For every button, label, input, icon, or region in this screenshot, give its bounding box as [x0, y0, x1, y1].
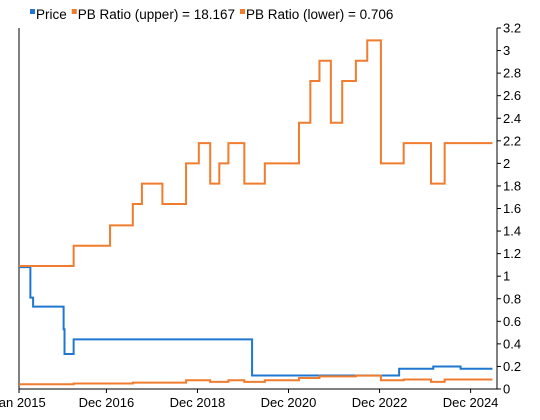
- x-tick-label: Dec 2016: [79, 395, 135, 410]
- legend-label: PB Ratio (lower) = 0.706: [246, 7, 393, 22]
- legend-marker: [240, 9, 245, 14]
- series-line-pb-ratio-lower: [19, 374, 493, 386]
- legend-label: Price: [36, 7, 67, 22]
- x-tick-label: Dec 2020: [261, 395, 317, 410]
- y-tick-label: 0: [503, 382, 510, 397]
- legend-label: PB Ratio (upper) = 18.167: [78, 7, 235, 22]
- y-tick-label: 2: [503, 156, 510, 171]
- y-tick-label: 1.2: [503, 246, 521, 261]
- y-tick-label: 1.4: [503, 224, 521, 239]
- legend-marker: [71, 9, 77, 14]
- y-tick-label: 3.2: [503, 21, 521, 36]
- x-tick-label: Dec 2022: [352, 395, 408, 410]
- y-tick-label: 1.6: [503, 201, 521, 216]
- y-tick-label: 3: [503, 43, 510, 58]
- y-tick-label: 2.2: [503, 133, 521, 148]
- y-tick-label: 2.8: [503, 66, 521, 81]
- y-tick-label: 0.4: [503, 336, 521, 351]
- y-tick-label: 0.2: [503, 359, 521, 374]
- y-tick-label: 0.6: [503, 314, 521, 329]
- x-tick-label: Dec 2018: [170, 395, 226, 410]
- y-tick-label: 1: [503, 269, 510, 284]
- x-tick-label: Dec 2024: [443, 395, 499, 410]
- series-line-price: [19, 266, 493, 377]
- series-line-pb-ratio-upper: [19, 39, 493, 268]
- y-tick-label: 0.8: [503, 291, 521, 306]
- y-tick-label: 2.4: [503, 111, 521, 126]
- legend-marker: [30, 9, 35, 14]
- y-tick-label: 1.8: [503, 178, 521, 193]
- y-tick-label: 2.6: [503, 88, 521, 103]
- x-tick-label: Jan 2015: [0, 395, 46, 410]
